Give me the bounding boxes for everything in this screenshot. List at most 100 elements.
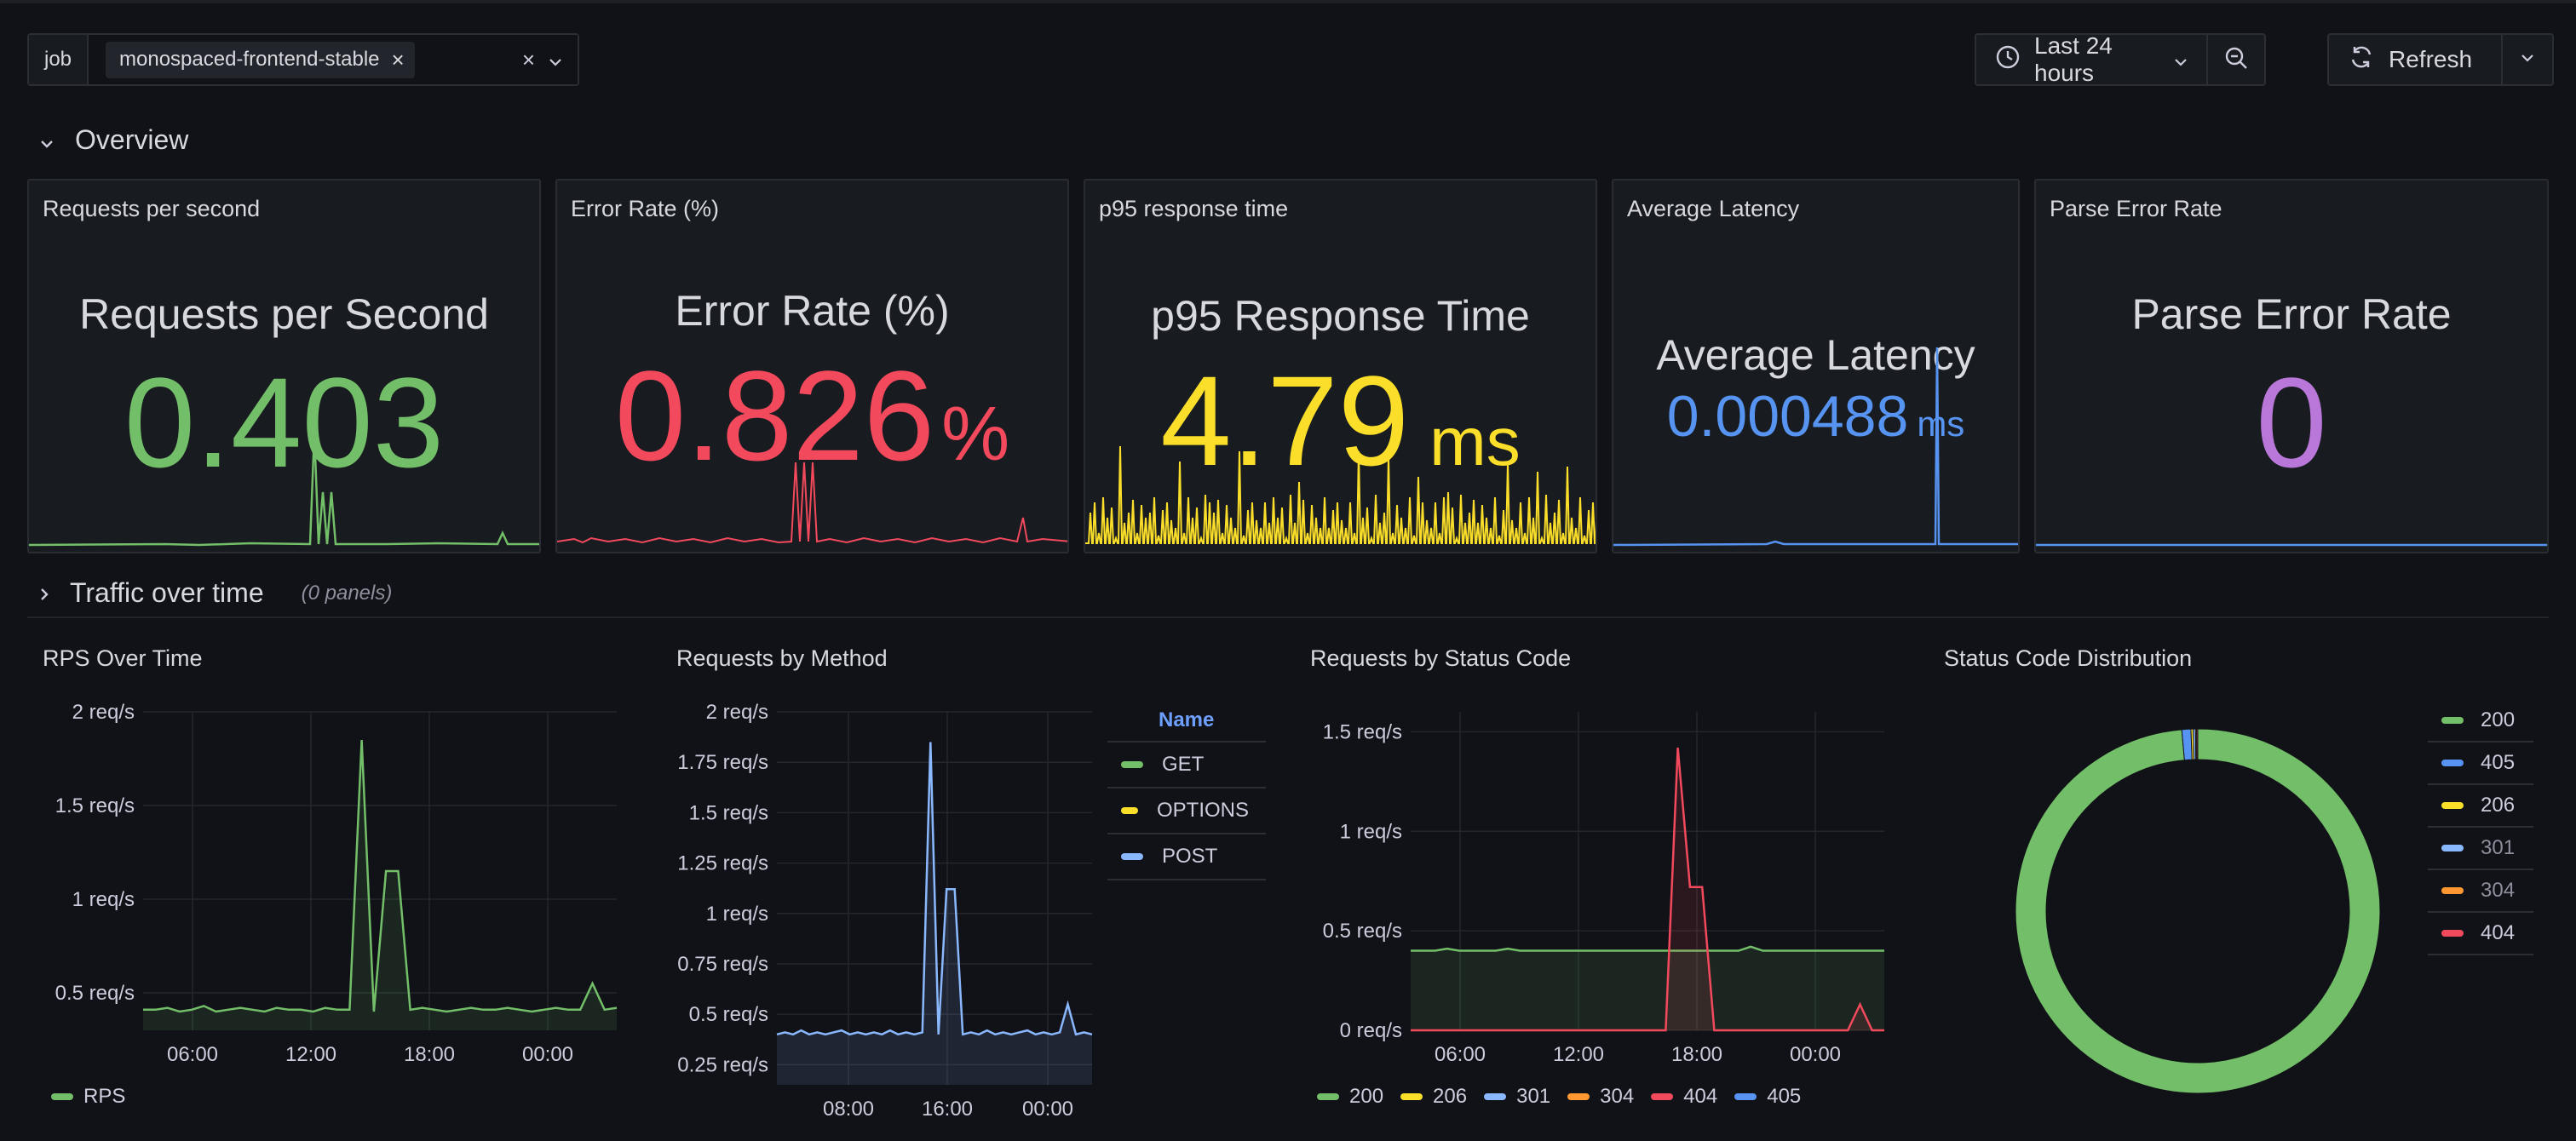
x-tick-label: 06:00 (167, 1043, 218, 1066)
legend-header: Name (1107, 700, 1266, 743)
legend-item[interactable]: 405 (1734, 1085, 1801, 1109)
panel-title: Status Code Distribution (1944, 645, 2193, 671)
legend-label: POST (1162, 845, 1218, 868)
legend-label: 405 (2481, 751, 2516, 774)
y-tick-label: 0.5 req/s (1323, 920, 1402, 943)
top-border (0, 0, 2576, 3)
variable-chip[interactable]: monospaced-frontend-stable × (106, 41, 415, 78)
row-overview[interactable]: Overview (39, 124, 188, 156)
legend-label: 304 (2481, 879, 2516, 902)
legend-item[interactable]: 301 (1484, 1085, 1550, 1109)
row-title: Traffic over time (70, 577, 264, 608)
legend-item[interactable]: 206 (2428, 785, 2533, 828)
panel-title: Parse Error Rate (2050, 196, 2222, 221)
x-tick-label: 00:00 (1790, 1043, 1841, 1066)
y-tick-label: 0 req/s (1340, 1019, 1402, 1042)
stat-panel-p95[interactable]: p95 response time p95 Response Time 4.79… (1084, 179, 1597, 553)
refresh-control: Refresh (2327, 33, 2554, 86)
stat-panel-avg-latency[interactable]: Average Latency Average Latency 0.000488… (1612, 179, 2020, 553)
stat-number: 0.403 (124, 351, 445, 494)
x-tick-label: 18:00 (404, 1043, 455, 1066)
y-tick-label: 0.5 req/s (689, 1003, 768, 1026)
legend-item[interactable]: 404 (2428, 913, 2533, 955)
chart-status-distribution (2015, 728, 2381, 1094)
panel-title: Average Latency (1627, 196, 1800, 221)
refresh-button[interactable]: Refresh (2329, 35, 2503, 84)
stat-panel-parse-error[interactable]: Parse Error Rate Parse Error Rate 0 (2034, 179, 2549, 553)
refresh-icon (2348, 43, 2375, 77)
chart-legend: 200 206 301 304 404 405 (1317, 1085, 1801, 1109)
y-tick-label: 1.75 req/s (677, 751, 768, 774)
legend-swatch (1121, 807, 1138, 814)
sparkline (1613, 347, 2018, 547)
refresh-interval-button[interactable] (2503, 35, 2552, 84)
legend-label: 206 (2481, 794, 2516, 817)
legend-swatch (2441, 887, 2464, 894)
legend-item[interactable]: OPTIONS (1107, 788, 1266, 834)
time-range-button[interactable]: Last 24 hours (1976, 32, 2208, 86)
zoom-out-icon (2223, 45, 2249, 75)
x-tick-label: 08:00 (823, 1098, 874, 1121)
y-tick-label: 2 req/s (706, 701, 768, 724)
panel-title: Error Rate (%) (571, 196, 720, 221)
variable-select[interactable]: monospaced-frontend-stable × × (89, 35, 578, 84)
x-tick-label: 18:00 (1671, 1043, 1722, 1066)
legend-label: GET (1162, 753, 1205, 776)
remove-chip-icon[interactable]: × (391, 46, 405, 72)
job-variable: job monospaced-frontend-stable × × (27, 33, 579, 86)
legend-swatch (2441, 802, 2464, 809)
series-area (1411, 946, 1884, 1030)
stat-title: Error Rate (%) (675, 287, 950, 335)
legend-item[interactable]: 405 (2428, 743, 2533, 785)
legend-label: 200 (1349, 1085, 1384, 1108)
clear-icon[interactable]: × (521, 46, 535, 72)
legend-item[interactable]: 200 (1317, 1085, 1383, 1109)
legend-label: 200 (2481, 708, 2516, 731)
row-traffic[interactable]: Traffic over time (0 panels) (39, 577, 392, 609)
sparkline (1085, 445, 1596, 544)
legend-label: RPS (83, 1085, 126, 1108)
panel-title: RPS Over Time (43, 645, 203, 671)
stat-title: p95 Response Time (1151, 292, 1530, 340)
stat-number: 0 (2256, 351, 2327, 494)
zoom-out-button[interactable] (2208, 35, 2264, 84)
y-tick-label: 0.75 req/s (677, 953, 768, 976)
legend-swatch (1567, 1093, 1590, 1100)
legend-label: 405 (1767, 1085, 1802, 1108)
legend-label: 301 (2481, 836, 2516, 859)
panel-requests-by-status[interactable]: Requests by Status Code 1.5 req/s 1 req/s… (1295, 630, 1901, 1132)
legend-label: 206 (1433, 1085, 1468, 1108)
legend-swatch (1484, 1093, 1507, 1100)
legend-item[interactable]: 304 (1567, 1085, 1634, 1109)
chevron-down-icon[interactable] (549, 47, 562, 73)
legend-item[interactable]: 301 (2428, 828, 2533, 870)
legend-swatch (1400, 1093, 1423, 1100)
stat-value: 0 (2036, 349, 2547, 496)
panel-rps-over-time[interactable]: RPS Over Time 2 req/s 1.5 req/s 1 req/s 0.5… (27, 630, 634, 1132)
legend-label: OPTIONS (1156, 799, 1249, 822)
row-divider (27, 616, 2549, 618)
legend-swatch (1121, 761, 1143, 768)
stat-value: 0.826% (557, 342, 1067, 490)
legend-item[interactable]: POST (1107, 834, 1266, 880)
x-tick-label: 16:00 (922, 1098, 973, 1121)
pie-legend: 200 405 206 301 304 404 (2428, 700, 2533, 955)
panel-requests-by-method[interactable]: Requests by Method 2 req/s 1.75 req/s 1.5 … (661, 630, 1274, 1132)
refresh-label: Refresh (2389, 46, 2473, 72)
stat-panel-error-rate[interactable]: Error Rate (%) Error Rate (%) 0.826% (555, 179, 1069, 553)
legend-swatch (1734, 1093, 1757, 1100)
legend-item[interactable]: GET (1107, 743, 1266, 788)
legend-item[interactable]: 304 (2428, 870, 2533, 913)
legend-item[interactable]: RPS (51, 1085, 125, 1109)
legend-item[interactable]: 200 (2428, 700, 2533, 743)
panel-status-distribution[interactable]: Status Code Distribution (1929, 630, 2559, 1132)
chart-rps: 2 req/s 1.5 req/s 1 req/s 0.5 req/s 06:00 12:… (55, 701, 618, 1066)
stat-panel-rps[interactable]: Requests per second Requests per Second … (27, 179, 541, 553)
series-line (1411, 945, 1884, 952)
legend-item[interactable]: 206 (1400, 1085, 1467, 1109)
pie-slice (2015, 728, 2381, 1094)
panel-title: Requests by Method (676, 645, 888, 671)
chart-requests-by-status: 1.5 req/s 1 req/s 0.5 req/s 0 req/s 06:00 12:… (1323, 712, 1884, 1066)
stat-number: 0.000488 (1666, 384, 1909, 449)
legend-item[interactable]: 404 (1651, 1085, 1717, 1109)
